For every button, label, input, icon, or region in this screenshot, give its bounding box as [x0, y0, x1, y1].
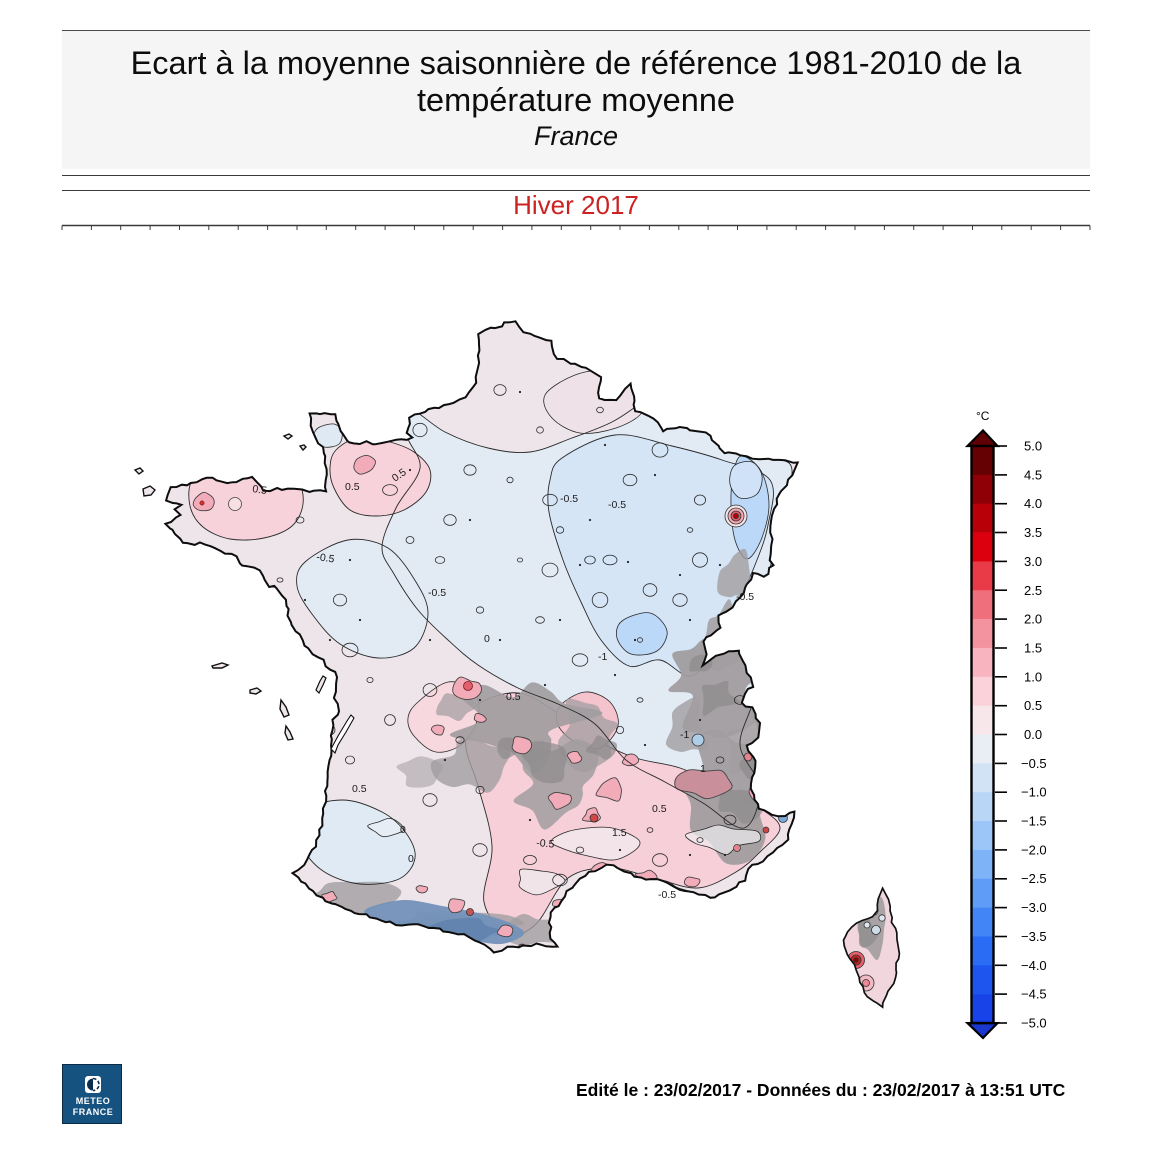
svg-text:0.5: 0.5 [352, 783, 367, 795]
svg-text:3.5: 3.5 [1024, 525, 1042, 540]
svg-text:1.5: 1.5 [612, 827, 627, 839]
svg-text:5.0: 5.0 [1024, 439, 1042, 454]
svg-text:−0.5: −0.5 [1021, 756, 1047, 771]
svg-text:4.0: 4.0 [1024, 496, 1042, 511]
svg-text:0: 0 [400, 824, 406, 836]
svg-text:0.5: 0.5 [345, 481, 360, 493]
svg-text:−4.5: −4.5 [1021, 987, 1047, 1002]
svg-text:0.5: 0.5 [652, 803, 667, 815]
svg-text:-1: -1 [680, 729, 689, 741]
svg-text:0.5: 0.5 [506, 691, 521, 703]
svg-text:0.5: 0.5 [252, 483, 268, 497]
svg-text:4.5: 4.5 [1024, 467, 1042, 482]
svg-text:-0.5: -0.5 [536, 837, 555, 851]
svg-text:3.0: 3.0 [1024, 554, 1042, 569]
svg-text:−3.5: −3.5 [1021, 929, 1047, 944]
svg-text:−1.0: −1.0 [1021, 785, 1047, 800]
svg-text:−3.0: −3.0 [1021, 900, 1047, 915]
svg-text:°C: °C [976, 409, 990, 423]
svg-text:−2.0: −2.0 [1021, 842, 1047, 857]
svg-text:-0.5: -0.5 [608, 499, 626, 511]
svg-text:−1.5: −1.5 [1021, 814, 1047, 829]
svg-text:1.5: 1.5 [1024, 641, 1042, 656]
svg-text:-0.5: -0.5 [560, 493, 578, 505]
svg-text:-0.5: -0.5 [736, 591, 754, 603]
svg-text:1: 1 [700, 763, 706, 775]
svg-text:−5.0: −5.0 [1021, 1016, 1047, 1031]
svg-text:-0.5: -0.5 [658, 889, 676, 901]
svg-text:0: 0 [484, 633, 490, 645]
svg-text:-0.5: -0.5 [428, 587, 446, 599]
svg-text:-0.5: -0.5 [316, 551, 336, 565]
svg-text:0: 0 [408, 853, 414, 865]
svg-text:-1: -1 [598, 651, 607, 663]
svg-text:−2.5: −2.5 [1021, 871, 1047, 886]
svg-text:0.5: 0.5 [1024, 698, 1042, 713]
svg-text:−4.0: −4.0 [1021, 958, 1047, 973]
svg-text:1.0: 1.0 [1024, 669, 1042, 684]
svg-text:2.0: 2.0 [1024, 612, 1042, 627]
svg-text:0.0: 0.0 [1024, 727, 1042, 742]
svg-text:2.5: 2.5 [1024, 583, 1042, 598]
